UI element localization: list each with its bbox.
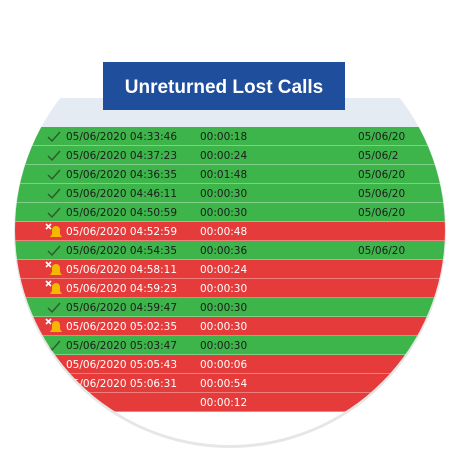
call-time: 05/06/2020 04:37:23 [66, 150, 177, 162]
row: 05/06/2020 04:54:35 00:00:36 05/06/20 [15, 241, 445, 260]
check-icon [47, 302, 61, 314]
call-duration: 00:00:36 [200, 245, 247, 257]
call-duration: 00:00:30 [200, 188, 247, 200]
call-time: 05/06/2020 04:54:35 [66, 245, 177, 257]
row: 05/06/2020 04:37:23 00:00:24 05/06/2 [15, 146, 445, 165]
row-background [15, 146, 445, 165]
missed-mark [45, 375, 52, 382]
row: 05/06/2020 04:33:46 00:00:18 05/06/20 [15, 127, 445, 146]
call-duration: 00:00:30 [200, 207, 247, 219]
row-background [15, 374, 445, 393]
title-box [103, 62, 345, 110]
call-time: 05/06/2020 04:33:46 [66, 131, 177, 143]
call-duration: 00:01:48 [200, 169, 247, 181]
callback-time: 05/06/20 [358, 188, 405, 200]
call-time: 05/06/2020 04:52:59 [66, 226, 177, 238]
row-background [15, 241, 445, 260]
check-icon [47, 169, 61, 181]
bell-icon [50, 321, 62, 332]
row: 05/06/2020 04:50:59 00:00:30 05/06/20 [15, 203, 445, 222]
call-duration: 00:00:06 [200, 359, 247, 371]
callback-time: 05/06/20 [358, 207, 405, 219]
row: 05/06/2020 05:02:35 00:00:30 [15, 317, 445, 336]
row-background [15, 279, 445, 298]
row-background [15, 355, 445, 374]
call-duration: 00:00:30 [200, 283, 247, 295]
call-duration: 00:00:30 [200, 340, 247, 352]
bell-icon [50, 397, 62, 408]
check-icon [47, 188, 61, 200]
check-icon [47, 207, 61, 219]
call-time: 05/06/2020 05:05:43 [66, 359, 177, 371]
row-background [15, 260, 445, 279]
missed-mark [45, 394, 52, 401]
row-background [15, 222, 445, 241]
row: 05/06/2020 04:36:35 00:01:48 05/06/20 [15, 165, 445, 184]
row-background [15, 336, 445, 355]
bell-icon [50, 283, 62, 294]
call-duration: 00:00:24 [200, 264, 247, 276]
call-time: 05/06/2020 04:59:47 [66, 302, 177, 314]
callback-time: 05/06/20 [358, 131, 405, 143]
call-time: 05/06/2020 04:36:35 [66, 169, 177, 181]
check-icon [47, 131, 61, 143]
call-time: 05/06/2020 04:50:59 [66, 207, 177, 219]
missed-mark [45, 280, 52, 287]
bell-icon [50, 264, 62, 275]
missed-mark [45, 261, 52, 268]
row: 05/06/2020 04:46:11 00:00:30 05/06/20 [15, 184, 445, 203]
row: 05/06/2020 04:52:59 00:00:48 [15, 222, 445, 241]
callback-time: 05/06/20 [358, 169, 405, 181]
missed-mark [45, 318, 52, 325]
call-duration: 00:00:30 [200, 321, 247, 333]
call-time: 05/06/2020 04:46:11 [66, 188, 177, 200]
call-duration: 00:00:24 [200, 150, 247, 162]
call-duration: 00:00:54 [200, 378, 247, 390]
row-background [15, 127, 445, 146]
row: 05/06/2020 05:06:31 00:00:54 [15, 374, 445, 393]
row: 05/06/2020 04:58:11 00:00:24 [15, 260, 445, 279]
call-duration: 00:00:18 [200, 131, 247, 143]
check-icon [47, 150, 61, 162]
callback-time: 05/06/2 [358, 150, 398, 162]
row: 05/06/2020 05:05:43 00:00:06 [15, 355, 445, 374]
bell-icon [50, 378, 62, 389]
row-background [15, 184, 445, 203]
callback-time: 05/06/20 [358, 245, 405, 257]
missed-mark [45, 356, 52, 363]
row: 05/06/2020 04:59:23 00:00:30 [15, 279, 445, 298]
call-time: 05/06/2020 05:06:31 [66, 378, 177, 390]
row-background [15, 165, 445, 184]
call-duration: 00:00:48 [200, 226, 247, 238]
call-time: 05/06/2020 04:59:23 [66, 283, 177, 295]
row: 05/06/2020 04:59:47 00:00:30 [15, 298, 445, 317]
check-icon [47, 245, 61, 257]
row-background [15, 317, 445, 336]
call-duration: 00:00:12 [200, 397, 247, 409]
call-time: 05/06/2020 04:58:11 [66, 264, 177, 276]
row-background [15, 298, 445, 317]
row-background [15, 203, 445, 222]
row: 05/06/2020 05:03:47 00:00:30 [15, 336, 445, 355]
bell-icon [50, 226, 62, 237]
call-time: 05/06/2020 05:03:47 [66, 340, 177, 352]
row-background [15, 393, 445, 412]
row: 00:00:12 [15, 393, 445, 412]
title: Unreturned Lost Calls [125, 77, 323, 98]
call-duration: 00:00:30 [200, 302, 247, 314]
missed-mark [45, 223, 52, 230]
call-time: 05/06/2020 05:02:35 [66, 321, 177, 333]
